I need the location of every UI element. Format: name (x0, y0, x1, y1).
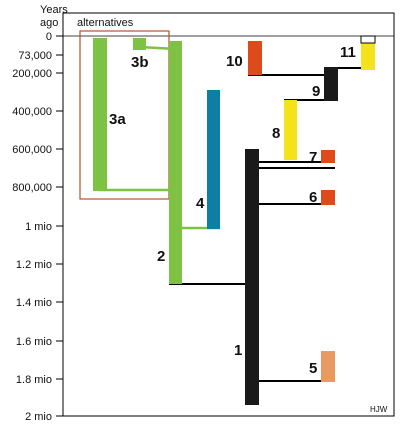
y-tick-label: 1.2 mio (16, 259, 52, 271)
y-tick-label: 2 mio (25, 411, 52, 423)
branch-label-10: 10 (226, 53, 243, 70)
branch-label-6: 6 (309, 189, 317, 206)
y-tick-label: 1.8 mio (16, 374, 52, 386)
y-tick-label: 600,000 (12, 144, 52, 156)
branch-3b-bar (133, 38, 146, 50)
axis-title-line2: ago (40, 17, 58, 29)
branch-4-bar (207, 90, 220, 229)
branch-11-top-cap (360, 35, 376, 44)
alternatives-label: alternatives (77, 17, 134, 29)
branch-5-bar (321, 351, 335, 382)
branch-9-bar (324, 67, 338, 101)
y-tick-label: 73,000 (18, 50, 52, 62)
branch-6-bar (321, 190, 335, 205)
branch-2-bar (169, 41, 182, 284)
branch-3a-bar (93, 38, 107, 191)
diagram-frame (62, 12, 395, 417)
branch-label-3b: 3b (131, 54, 149, 71)
branch-label-11: 11 (340, 44, 356, 61)
branch-label-1: 1 (234, 342, 242, 359)
branch-10-bar (248, 41, 262, 75)
axis-title-line1: Years (40, 4, 68, 16)
branch-label-8: 8 (272, 125, 280, 142)
branch-8-bar (284, 100, 297, 160)
branch-11-bar (361, 36, 375, 70)
branch-7-bar (321, 150, 335, 163)
branch-label-9: 9 (312, 83, 320, 100)
branch-1-bar (245, 149, 259, 405)
y-tick-label: 400,000 (12, 106, 52, 118)
y-tick-label: 1 mio (25, 221, 52, 233)
y-axis-ticks: 0 73,000 200,000 400,000 600,000 800,000 1 mio… (12, 31, 63, 423)
branch-label-7: 7 (309, 149, 317, 166)
credit-label: HJW (370, 405, 388, 414)
branch-label-5: 5 (309, 360, 317, 377)
y-tick-label: 200,000 (12, 68, 52, 80)
branch-label-4: 4 (196, 195, 205, 212)
y-tick-label: 1.6 mio (16, 336, 52, 348)
branch-label-3a: 3a (109, 111, 126, 128)
branch-label-2: 2 (157, 248, 165, 265)
y-tick-label: 800,000 (12, 182, 52, 194)
y-tick-label: 0 (46, 31, 52, 43)
y-tick-label: 1.4 mio (16, 297, 52, 309)
